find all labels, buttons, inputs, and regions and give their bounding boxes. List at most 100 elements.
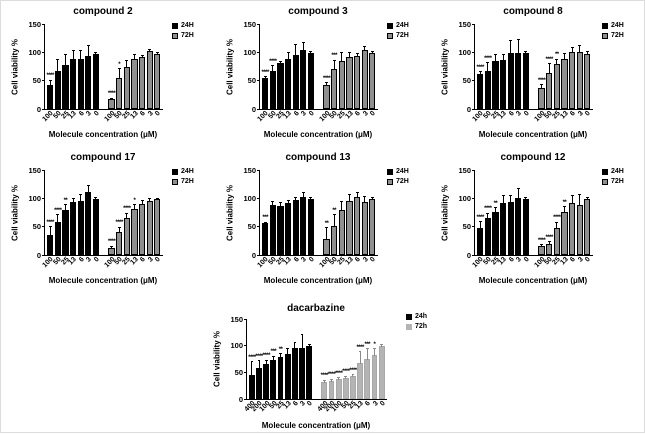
error-bar [371,51,373,54]
y-tick [471,254,475,256]
significance-stars: **** [54,207,62,214]
y-tick [471,23,475,25]
error-bar [118,69,120,79]
bar-24H-6uM: 6 [507,194,516,264]
error-bar [57,215,59,224]
chart-title: compound 12 [500,152,566,163]
x-tick-label: 13 [67,110,78,121]
y-tick-label: 150 [243,19,256,29]
error-bar-cap [125,59,129,61]
bar-24H-50uM: **** 50 [482,206,492,266]
error-bar-cap [478,71,482,73]
legend-swatch [172,178,178,185]
error-bar-cap [340,52,344,54]
error-bar-cap [332,214,336,216]
bar-24H-0uM: 0 [92,197,101,264]
error-bar-cap [340,201,344,203]
error-bar-cap [293,341,297,343]
error-bar [72,198,74,203]
error-bar [279,61,281,64]
error-bar [57,59,59,72]
error-bar-cap [363,45,367,47]
x-tick-label: 13 [67,256,78,267]
y-tick [256,80,260,82]
error-bar-cap [125,212,129,214]
x-tick-label: 6 [292,256,301,264]
error-bar [310,197,312,200]
bar-72H-6uM: 6 [568,194,577,264]
y-tick-label: 100 [230,341,243,351]
legend-item: 72H [602,32,624,39]
legend-item: 72H [602,178,624,185]
error-bar-cap [370,196,374,198]
bar-72H-100uM: ** 100 [318,221,331,269]
significance-stars: **** [553,215,561,222]
legend-label: 72H [611,32,624,39]
x-tick-label: 3 [300,110,309,118]
error-bar-cap [286,200,290,202]
bar-24H-50uM: **** 50 [267,59,277,121]
bar-24H-13uM: 13 [68,197,78,266]
significance-stars: **** [484,206,492,213]
error-bar [111,246,113,249]
error-bar-cap [578,194,582,196]
error-bar-cap [325,227,329,229]
bar-24H-50uM: **** 50 [482,56,492,121]
error-bar [359,352,361,365]
error-bar-cap [373,348,376,350]
legend-item: 24H [602,168,624,175]
bar-24H-3uM: 3 [85,45,93,118]
x-tick-label: 13 [282,256,293,267]
legend-item: 24H [172,168,194,175]
y-tick [256,197,260,199]
error-bar-cap [330,378,333,380]
error-bar [487,213,489,220]
legend-swatch [406,313,412,320]
error-bar [72,50,74,60]
y-tick [41,254,45,256]
significance-stars: **** [537,237,546,244]
significance-stars: **** [356,344,364,351]
error-bar [510,41,512,54]
error-bar-cap [148,198,152,200]
error-bar [348,195,350,203]
error-bar-cap [540,244,544,246]
error-bar-cap [363,195,367,197]
y-tick-label: 0 [36,104,41,114]
group-gap [315,108,323,109]
bar-24H-3uM: 3 [300,42,308,118]
x-axis-label: Molecule concentration (μM) [48,130,158,139]
error-bar-cap [48,226,52,228]
significance-stars: **** [484,55,492,62]
y-tick [41,80,45,82]
error-bar-cap [94,51,98,53]
significance-stars: **** [476,64,484,71]
error-bar [502,54,504,61]
plot-area: 0 50 100 150 **** 100 **** 50 25 13 6 3 0 **** 100 *** 5… [243,20,378,123]
x-tick-label: 3 [515,256,524,264]
error-bar-cap [578,45,582,47]
bar-72h-0uM: 0 [378,343,387,408]
error-bar [149,199,151,203]
error-bar-cap [250,361,254,363]
plot-area: 0 50 100 150 **** 100 **** 50 25 13 6 3 0 **** 100 ****… [458,20,593,124]
bar-72h-25uM: **** 25 [347,368,357,411]
error-bar [126,60,128,69]
error-bar [302,193,304,198]
legend-label: 72H [181,32,194,39]
error-bar [287,201,289,204]
x-tick-label: 13 [343,110,355,121]
bar-24H-100uM: *** 100 [257,215,270,269]
error-bar-cap [570,194,574,196]
legend-swatch [387,178,393,185]
x-tick-label: 6 [569,110,577,118]
bar-72H-100uM: **** 100 [533,78,546,124]
error-bar-cap [516,188,520,190]
x-tick-label: 13 [497,110,508,121]
y-tick-label: 0 [251,104,256,114]
error-bar [149,49,151,52]
error-bar-cap [286,348,290,350]
x-tick-label: 6 [507,256,516,264]
chart-compound-8: compound 8 Cell viability % 0 50 100 150 **** 1… [434,4,644,146]
legend-swatch [406,323,412,330]
